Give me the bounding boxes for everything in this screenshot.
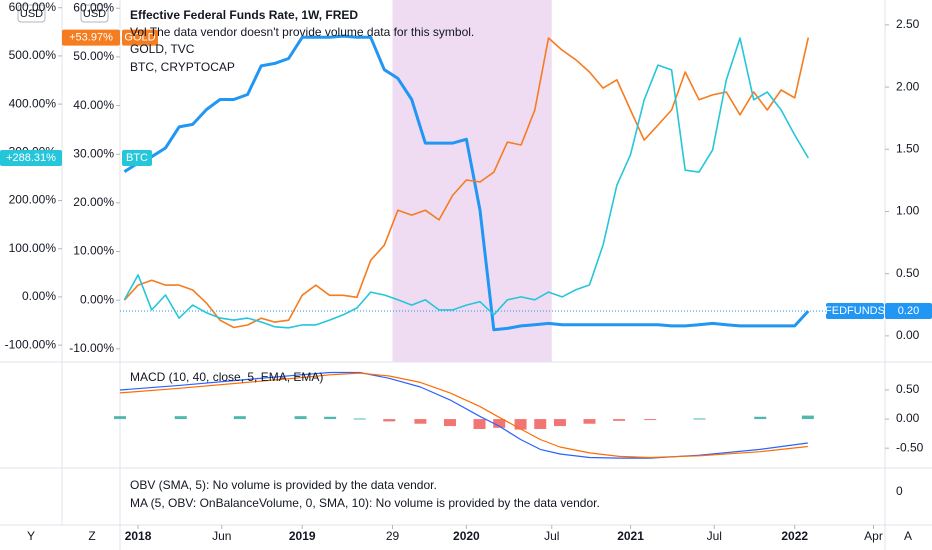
x-tick-label: 29 — [386, 529, 400, 543]
series-line — [119, 372, 808, 459]
currency-label: USD — [20, 8, 43, 20]
y-tick-label: 2.50 — [896, 17, 920, 31]
x-tick-label: 2018 — [125, 529, 152, 543]
y-tick-label: -10.00% — [69, 341, 114, 355]
series-line — [119, 371, 808, 459]
last-value-tag-text: +288.31% — [6, 152, 56, 164]
histogram-bar — [644, 419, 657, 421]
y-tick-label: 40.00% — [73, 98, 114, 112]
chart-title: Effective Federal Funds Rate, 1W, FRED — [130, 8, 358, 22]
histogram-bar — [174, 416, 187, 420]
series-tag-text: GOLD — [124, 32, 155, 44]
series-tag — [122, 29, 158, 46]
histogram-bar — [754, 416, 767, 420]
y-tick-label: 30.00% — [73, 146, 114, 160]
indicator-title: MACD (10, 40, close, 5, EMA, EMA) — [130, 370, 323, 384]
histogram-bar — [534, 419, 547, 429]
y-tick-label: 50.00% — [73, 49, 114, 63]
series-line — [123, 34, 810, 332]
y-tick-label: 0.50 — [896, 382, 920, 396]
legend-entry: GOLD, TVC — [130, 42, 195, 56]
series-tag-text: BTC — [126, 152, 148, 164]
y-tick-label: 200.00% — [9, 193, 57, 207]
y-tick-label: 0.00 — [896, 411, 920, 425]
currency-label: USD — [83, 8, 106, 20]
indicator-note: MA (5, OBV: OnBalanceVolume, 0, SMA, 10)… — [130, 496, 600, 510]
toolbar-button[interactable]: Y — [27, 529, 35, 543]
series-tag — [826, 302, 884, 319]
histogram-bar — [553, 419, 566, 427]
histogram-bar — [493, 419, 506, 428]
volume-note: Vol The data vendor doesn't provide volu… — [130, 25, 474, 39]
y-tick-label: 100.00% — [9, 241, 57, 255]
y-tick-label: 20.00% — [73, 195, 114, 209]
y-tick-label: 0.00% — [80, 292, 114, 306]
histogram-bar — [324, 416, 337, 420]
histogram-bar — [294, 416, 307, 420]
y-tick-label: 10.00% — [73, 244, 114, 258]
x-tick-label: 2022 — [781, 529, 808, 543]
histogram-bar — [613, 419, 626, 421]
y-tick-label: 0.00% — [22, 289, 56, 303]
legend-entry: BTC, CRYPTOCAP — [130, 60, 235, 74]
histogram-bar — [353, 418, 366, 420]
x-tick-label: Jun — [212, 529, 231, 543]
x-tick-label: 2020 — [453, 529, 480, 543]
currency-button[interactable] — [80, 4, 109, 23]
y-tick-label: 500.00% — [9, 48, 57, 62]
y-tick-label: -0.50 — [896, 440, 924, 454]
series-line — [123, 37, 810, 329]
series-tag — [122, 149, 152, 166]
x-tick-label: Jul — [544, 529, 559, 543]
x-tick-label: Apr — [864, 529, 883, 543]
histogram-bar — [383, 419, 396, 422]
histogram-bar — [114, 416, 126, 420]
y-tick-label: 2.00 — [896, 79, 920, 93]
histogram-bar — [693, 418, 706, 420]
y-tick-label: 0.00 — [896, 328, 920, 342]
x-tick-label: 2019 — [289, 529, 316, 543]
histogram-bar — [801, 415, 814, 420]
currency-button[interactable] — [17, 4, 46, 23]
y-tick-label: 0.50 — [896, 266, 920, 280]
y-tick-label: 0 — [896, 484, 903, 498]
series-tag-text: FEDFUNDS — [825, 305, 885, 317]
histogram-bar — [233, 416, 246, 420]
toolbar-button[interactable]: Z — [88, 529, 95, 543]
y-tick-label: 600.00% — [9, 0, 57, 14]
x-tick-label: Jul — [707, 529, 722, 543]
toolbar-button[interactable]: A — [904, 529, 912, 543]
y-tick-label: -100.00% — [5, 337, 57, 351]
histogram-bar — [473, 419, 486, 429]
x-tick-label: 2021 — [617, 529, 644, 543]
y-tick-label: 60.00% — [73, 0, 114, 14]
y-tick-label: 1.50 — [896, 141, 920, 155]
histogram-bar — [514, 419, 527, 430]
last-value-tag-text: 0.20 — [898, 305, 919, 317]
y-tick-label: 400.00% — [9, 96, 57, 110]
histogram-bar — [414, 419, 427, 424]
histogram-bar — [443, 419, 456, 427]
series-line — [123, 37, 809, 329]
last-value-tag — [885, 302, 932, 319]
histogram-bar — [583, 419, 596, 424]
last-value-tag — [0, 149, 62, 166]
indicator-note: OBV (SMA, 5): No volume is provided by t… — [130, 478, 437, 492]
y-tick-label: 1.00 — [896, 204, 920, 218]
last-value-tag-text: +53.97% — [69, 32, 113, 44]
last-value-tag — [62, 29, 120, 46]
